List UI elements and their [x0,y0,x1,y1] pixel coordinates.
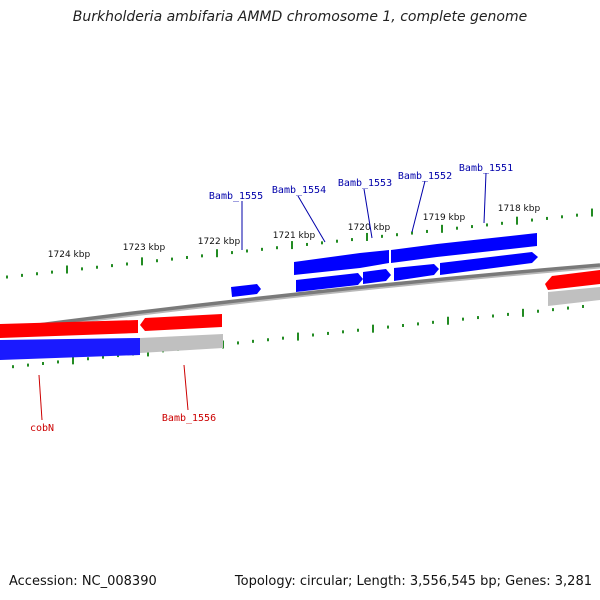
scale-label: 1723 kbp [123,243,166,253]
scale-ticks-lower [12,304,584,369]
gene-arrow[interactable] [294,253,360,275]
gene-label[interactable]: cobN [30,423,54,434]
gene-label[interactable]: Bamb_1554 [272,185,326,196]
scale-label: 1724 kbp [48,250,91,260]
gene-label[interactable]: Bamb_1552 [398,171,452,182]
gene-shadow [0,338,140,360]
backbone-shadow [0,265,600,334]
gene-label[interactable]: Bamb_1551 [459,163,513,174]
gene-shadow [548,287,600,306]
gene-arrow[interactable] [360,250,389,268]
genome-summary: Topology: circular; Length: 3,556,545 bp… [234,574,592,589]
scale-label: 1722 kbp [198,237,241,247]
scale-label: 1719 kbp [423,213,466,223]
scale-ticks-upper [6,208,593,279]
scale-tick-labels: 1724 kbp 1723 kbp 1722 kbp 1721 kbp 1720 kbp… [48,204,541,260]
map-title: Burkholderia ambifaria AMMD chromosome 1… [72,9,528,25]
gene-arrow[interactable] [437,233,537,257]
gene-arrow[interactable] [391,244,437,263]
gene-labels: Bamb_1555 Bamb_1554 Bamb_1553 Bamb_1552 Bamb… [30,163,513,434]
feature-track-upper [231,233,538,297]
scale-label: 1721 kbp [273,231,316,241]
gene-arrow[interactable] [394,264,439,281]
gene-label[interactable]: Bamb_1553 [338,178,392,189]
feature-track-lower [0,270,600,360]
gene-label[interactable]: Bamb_1555 [209,191,263,202]
gene-label[interactable]: Bamb_1556 [162,413,216,424]
gene-arrow[interactable] [231,284,261,297]
gene-arrow[interactable] [296,273,363,292]
scale-label: 1720 kbp [348,223,391,233]
gene-arrow[interactable] [0,320,138,338]
gene-shadow [140,334,223,353]
accession-label: Accession: NC_008390 [9,574,157,589]
gene-callouts [38,172,487,421]
scale-label: 1718 kbp [498,204,541,214]
gene-arrow[interactable] [440,252,538,275]
gene-arrow[interactable] [545,270,600,290]
gene-arrow[interactable] [140,314,222,331]
backbone [0,263,600,332]
gene-arrow[interactable] [363,269,391,284]
